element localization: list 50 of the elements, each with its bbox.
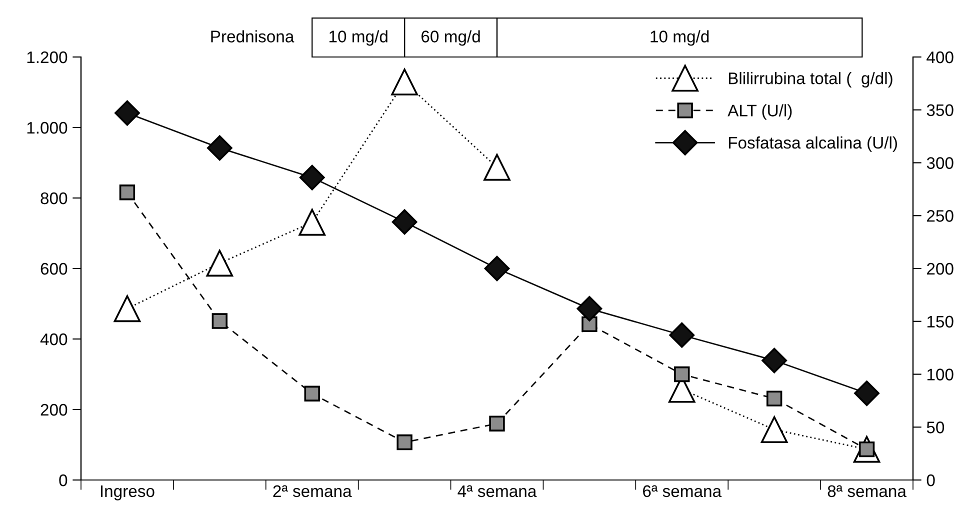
- point: [114, 100, 140, 126]
- legend-label: Fosfatasa alcalina (U/l): [728, 136, 897, 152]
- x-tick-label: 8ª semana: [828, 485, 906, 498]
- y-tick-label: 0: [59, 474, 68, 486]
- point: [212, 313, 228, 329]
- y2-tick-label: 100: [927, 368, 954, 380]
- point: [298, 208, 326, 236]
- point: [206, 135, 232, 161]
- point: [299, 164, 325, 190]
- text: Prednisona: [211, 30, 294, 42]
- point: [304, 386, 320, 402]
- y-tick-label: 800: [40, 192, 68, 204]
- y2-tick-label: 50: [926, 422, 944, 434]
- point: [484, 154, 510, 181]
- point: [114, 295, 141, 322]
- point: [489, 416, 505, 432]
- legend-label: ALT (U/l): [728, 104, 792, 120]
- point: [206, 250, 234, 277]
- point: [669, 322, 695, 348]
- point: [484, 256, 510, 282]
- text: 10 mg/d: [329, 30, 388, 46]
- y2-tick-label: 300: [926, 157, 954, 169]
- point: [766, 390, 782, 406]
- y-tick-label: 400: [40, 333, 68, 346]
- point: [674, 366, 690, 382]
- y2-tick-label: 0: [926, 474, 935, 486]
- y2-tick-label: 350: [926, 104, 954, 116]
- point: [392, 209, 418, 235]
- point: [762, 348, 788, 374]
- point: [576, 296, 602, 322]
- y-tick-label: 200: [40, 404, 68, 416]
- x-tick-label: 2ª semana: [273, 485, 352, 498]
- text: 60 mg/d: [422, 30, 480, 46]
- y2-tick-label: 200: [927, 262, 954, 275]
- point: [391, 68, 418, 96]
- point: [396, 434, 412, 450]
- point: [760, 416, 788, 443]
- point: [854, 380, 880, 406]
- y-tick-label: 1.000: [27, 122, 68, 134]
- y2-tick-label: 250: [927, 210, 954, 222]
- y2-tick-label: 150: [927, 316, 954, 328]
- y-tick-label: 600: [40, 262, 68, 275]
- x-tick-label: Ingreso: [100, 485, 154, 500]
- y-tick-label: 1.200: [27, 51, 68, 64]
- text: 10 mg/d: [650, 30, 709, 46]
- point: [119, 184, 136, 200]
- y2-tick-label: 400: [926, 51, 954, 64]
- x-tick-label: 4ª semana: [458, 485, 537, 498]
- legend-label: Blilirrubina total ( g/dl): [728, 72, 892, 88]
- x-tick-label: 6ª semana: [643, 485, 722, 498]
